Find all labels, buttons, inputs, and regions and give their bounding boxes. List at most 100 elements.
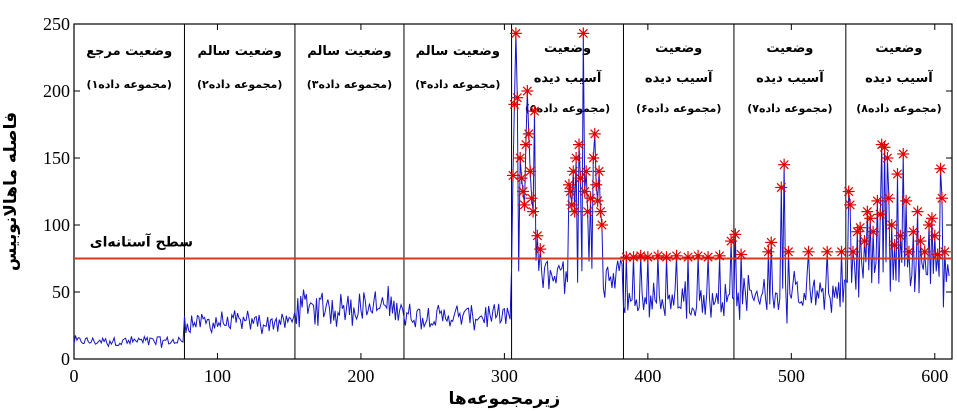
segment-label-3-line-1: وضعیت سالم	[307, 44, 391, 59]
x-tick-label: 0	[70, 366, 79, 386]
x-axis-label: زیرمجموعه‌ها	[449, 389, 561, 409]
exceedance-marker	[735, 248, 748, 261]
exceedance-marker	[594, 205, 607, 218]
segment-label-4-line-2: (مجموعه داده۴)	[415, 78, 500, 91]
exceedance-marker	[509, 27, 522, 40]
segment-label-7-line-1: وضعیت	[766, 41, 813, 56]
exceedance-marker	[911, 205, 924, 218]
exceedance-marker	[515, 172, 528, 185]
exceedance-marker	[531, 229, 544, 242]
exceedance-marker	[528, 105, 541, 118]
exceedance-marker	[651, 249, 664, 262]
exceedance-marker	[682, 251, 695, 264]
exceedance-marker	[881, 152, 894, 164]
exceedance-marker	[778, 158, 791, 171]
exceedance-marker	[641, 251, 654, 264]
exceedance-marker	[867, 225, 880, 238]
segment-label-8-line-3: (مجموعه داده۸)	[856, 102, 941, 115]
exceedance-marker	[525, 192, 538, 205]
exceedance-marker	[702, 251, 715, 264]
x-tick-label: 600	[921, 366, 948, 386]
exceedance-marker	[914, 235, 927, 248]
segment-label-5-line-3: (مجموعه داده۵)	[525, 102, 610, 115]
segment-label-8-line-2: آسیب دیده	[865, 69, 933, 86]
x-tick-label: 100	[204, 366, 231, 386]
segment-label-1-line-2: (مجموعه داده۱)	[87, 78, 172, 91]
exceedance-marker	[627, 251, 640, 264]
threshold-label: سطح آستانه‌ای	[90, 233, 193, 251]
exceedance-marker	[562, 178, 575, 191]
segment-label-6-line-1: وضعیت	[655, 41, 702, 56]
exceedance-marker	[864, 212, 877, 225]
exceedance-marker	[634, 249, 647, 262]
exceedance-marker	[842, 185, 855, 198]
x-axis-ticks: 0 100 200 300 400 500 600	[70, 24, 948, 386]
y-tick-label: 150	[43, 148, 70, 168]
y-tick-label: 0	[61, 349, 70, 369]
segment-label-7-line-3: (مجموعه داده۷)	[747, 102, 832, 115]
y-tick-label: 250	[43, 14, 70, 34]
segment-label-1-line-1: وضعیت مرجع	[86, 44, 172, 59]
exceedance-marker	[670, 249, 683, 262]
exceedance-marker	[888, 239, 901, 252]
exceedance-marker	[928, 229, 941, 242]
y-tick-label: 200	[43, 81, 70, 101]
exceedance-marker	[725, 235, 738, 248]
x-tick-label: 400	[634, 366, 661, 386]
exceedance-marker	[581, 205, 594, 218]
exceedance-marker	[507, 169, 519, 182]
exceedance-marker	[591, 194, 604, 207]
exceedance-marker	[765, 236, 778, 249]
exceedance-marker	[564, 185, 577, 198]
exceedance-marker	[590, 178, 603, 191]
exceedance-marker	[858, 235, 871, 248]
exceedance-marker	[847, 245, 860, 258]
exceedance-marker	[524, 165, 537, 178]
exceedance-marker	[527, 205, 540, 218]
exceedance-marker	[782, 245, 795, 258]
exceedance-marker	[534, 243, 547, 256]
segment-label-5-line-2: آسیب دیده	[534, 69, 602, 86]
distance-series-line	[73, 33, 950, 348]
exceedance-marker	[522, 127, 535, 140]
exceedance-marker	[577, 27, 590, 40]
x-tick-label: 300	[491, 366, 518, 386]
exceedance-marker	[878, 141, 891, 154]
exceedance-marker	[902, 245, 915, 258]
segment-label-6-line-3: (مجموعه داده۶)	[636, 102, 721, 115]
exceedance-marker	[935, 192, 948, 205]
exceedance-marker	[907, 225, 920, 238]
exceedance-marker	[588, 127, 601, 140]
segment-separators	[183, 24, 847, 359]
exceedance-markers	[507, 27, 951, 264]
exceedance-marker	[514, 152, 527, 164]
exceedance-marker	[821, 245, 834, 258]
exceedance-marker	[519, 138, 532, 151]
exceedance-marker	[854, 221, 867, 234]
exceedance-marker	[587, 152, 600, 164]
segment-label-3-line-2: (مجموعه داده۳)	[307, 78, 392, 91]
exceedance-marker	[882, 192, 895, 205]
y-tick-label: 50	[52, 282, 70, 302]
exceedance-marker	[874, 208, 887, 221]
exceedance-marker	[918, 245, 931, 258]
exceedance-marker	[570, 152, 583, 164]
exceedance-marker	[894, 229, 907, 242]
exceedance-marker	[897, 147, 910, 160]
x-tick-label: 500	[778, 366, 805, 386]
exceedance-marker	[762, 245, 775, 258]
y-axis-ticks: 0 50 100 150 200 250	[43, 14, 952, 369]
exceedance-marker	[891, 168, 904, 181]
exceedance-marker	[574, 172, 587, 185]
exceedance-marker	[871, 194, 884, 207]
exceedance-marker	[580, 165, 593, 178]
exceedance-marker	[885, 219, 898, 231]
exceedance-marker	[568, 205, 581, 218]
exceedance-marker	[572, 138, 585, 151]
exceedance-marker	[775, 181, 788, 194]
segment-label-8-line-1: وضعیت	[875, 41, 922, 56]
exceedance-marker	[660, 251, 673, 264]
segment-label-7-line-2: آسیب دیده	[756, 69, 824, 86]
exceedance-marker	[835, 245, 848, 258]
